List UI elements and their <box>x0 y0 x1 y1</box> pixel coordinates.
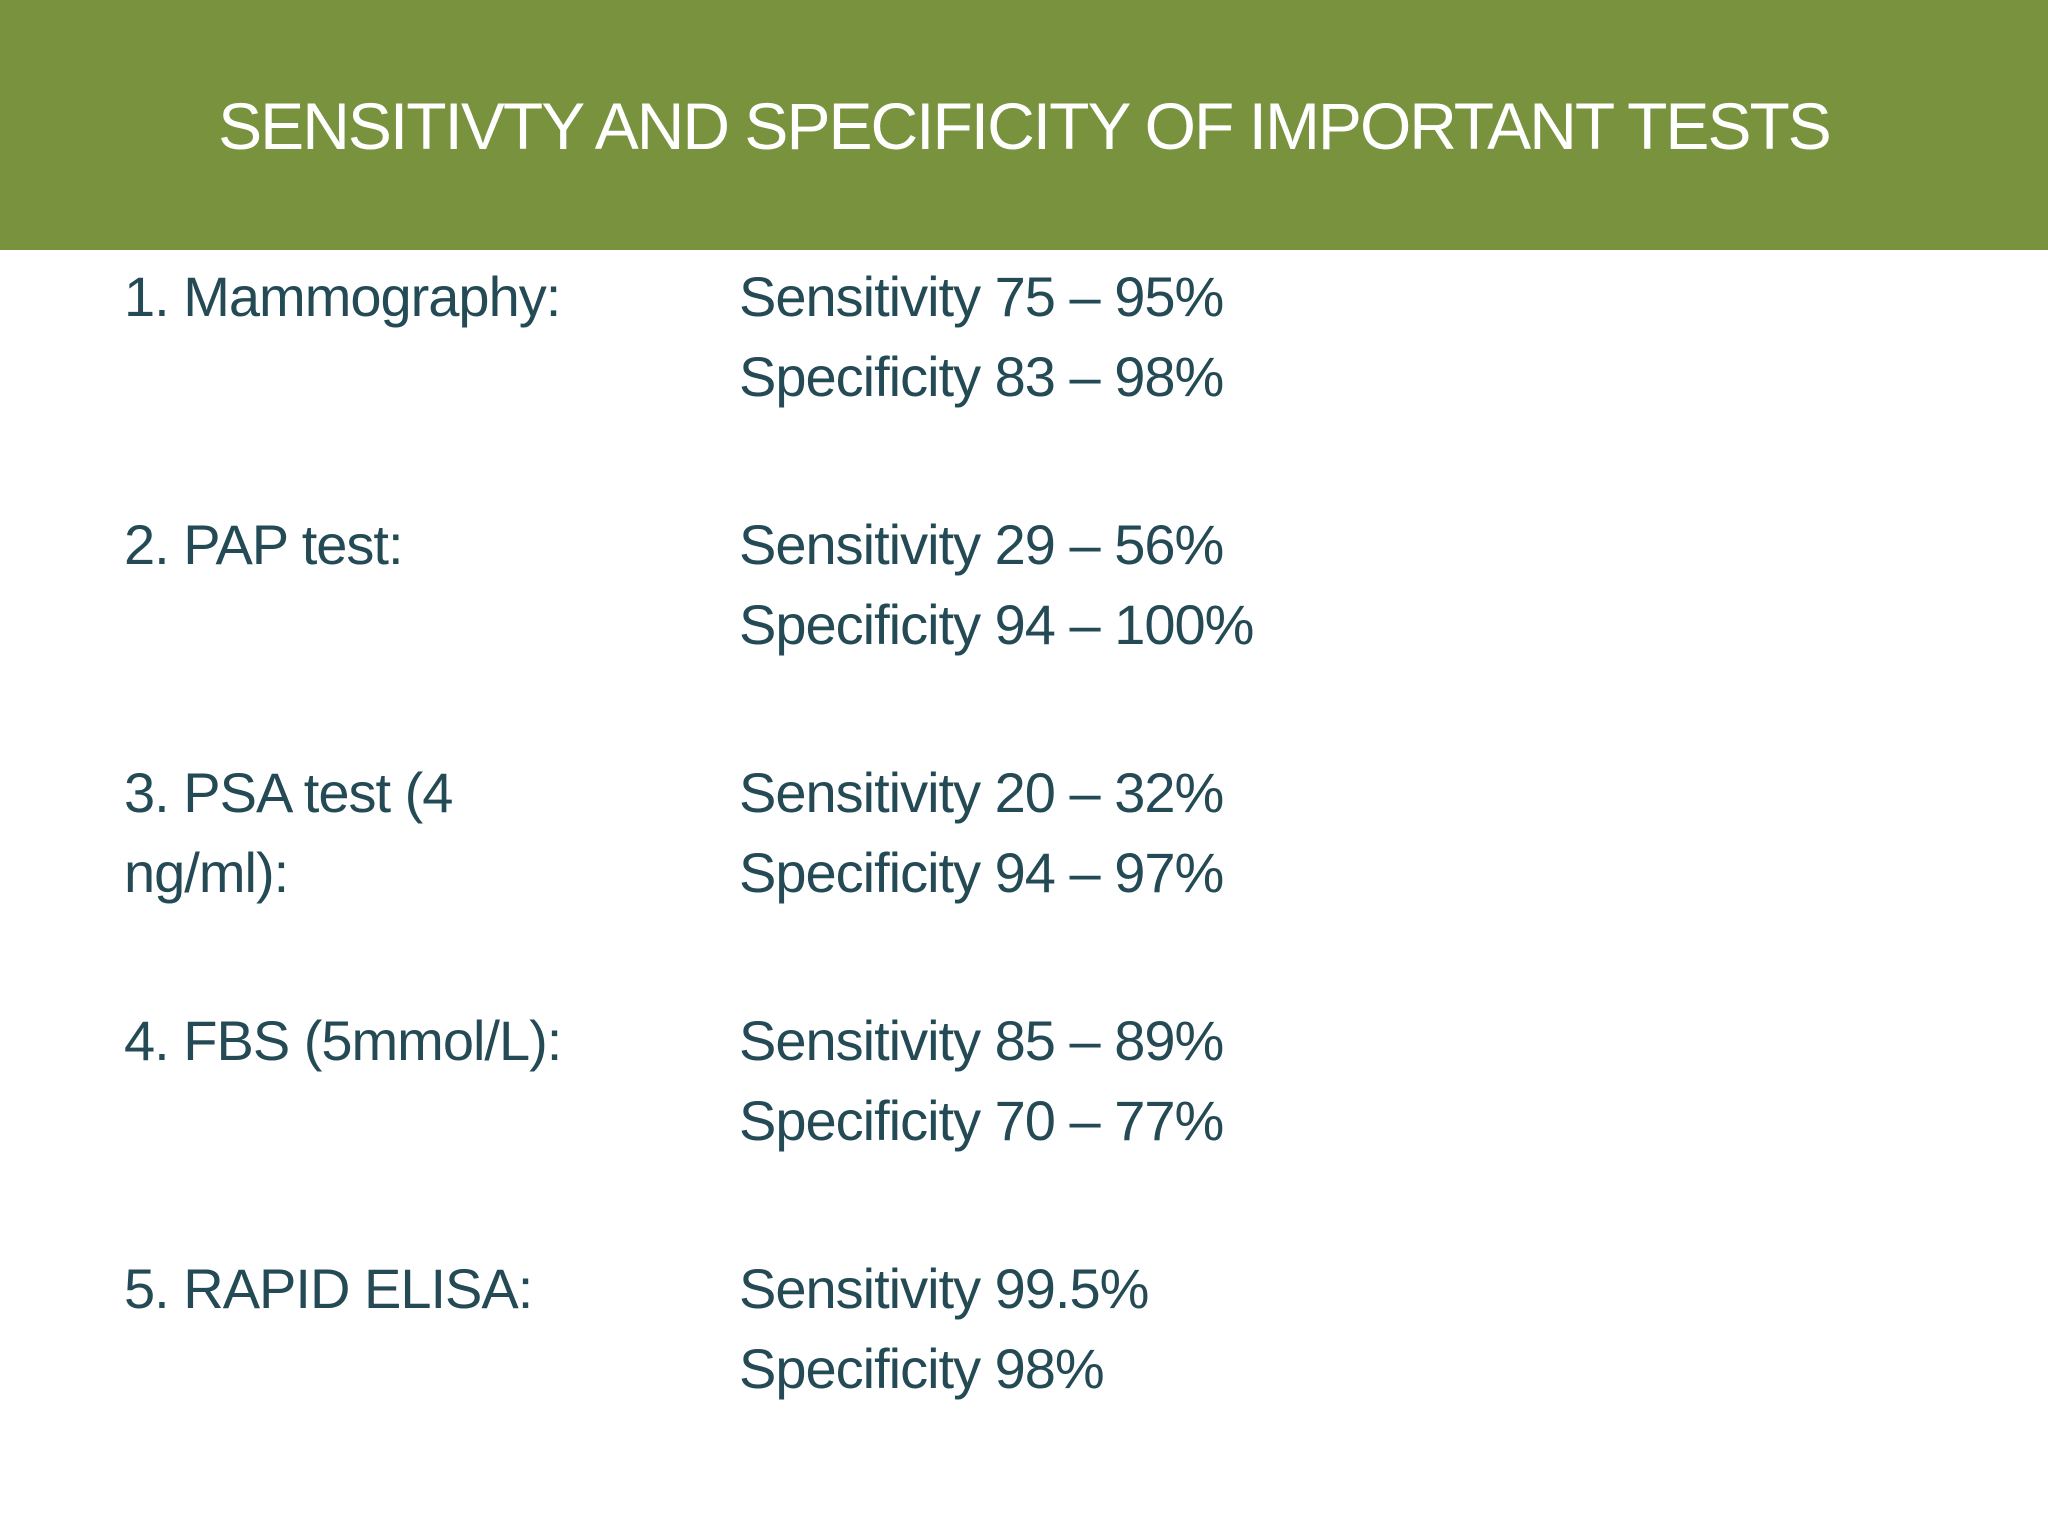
specificity-value: Specificity 94 – 100% <box>739 593 1254 656</box>
test-row-mammography: 1. Mammography: Sensitivity 75 – 95% Spe… <box>0 257 2048 457</box>
test-name: 5. RAPID ELISA: <box>124 1257 533 1320</box>
specificity-value: Specificity 94 – 97% <box>739 841 1224 904</box>
sensitivity-value: Sensitivity 99.5% <box>739 1257 1149 1320</box>
specificity-value: Specificity 70 – 77% <box>739 1089 1224 1152</box>
test-name: 4. FBS (5mmol/L): <box>124 1009 562 1072</box>
sensitivity-value: Sensitivity 75 – 95% <box>739 265 1224 328</box>
slide-title: SENSITIVTY AND SPECIFICITY OF IMPORTANT … <box>218 89 1832 163</box>
specificity-value: Specificity 83 – 98% <box>739 345 1224 408</box>
test-name: 1. Mammography: <box>124 265 561 328</box>
test-row-pap: 2. PAP test: Sensitivity 29 – 56% Specif… <box>0 505 2048 705</box>
test-row-psa: 3. PSA test (4 ng/ml): Sensitivity 20 – … <box>0 753 2048 953</box>
specificity-value: Specificity 98% <box>739 1337 1105 1400</box>
test-row-rapid-elisa: 5. RAPID ELISA: Sensitivity 99.5% Specif… <box>0 1249 2048 1449</box>
test-row-fbs: 4. FBS (5mmol/L): Sensitivity 85 – 89% S… <box>0 1001 2048 1201</box>
sensitivity-value: Sensitivity 85 – 89% <box>739 1009 1224 1072</box>
test-name: 2. PAP test: <box>124 513 404 576</box>
slide-header: SENSITIVTY AND SPECIFICITY OF IMPORTANT … <box>0 0 2048 250</box>
test-name: 3. PSA test (4 ng/ml): <box>124 761 453 904</box>
sensitivity-value: Sensitivity 29 – 56% <box>739 513 1224 576</box>
sensitivity-value: Sensitivity 20 – 32% <box>739 761 1224 824</box>
